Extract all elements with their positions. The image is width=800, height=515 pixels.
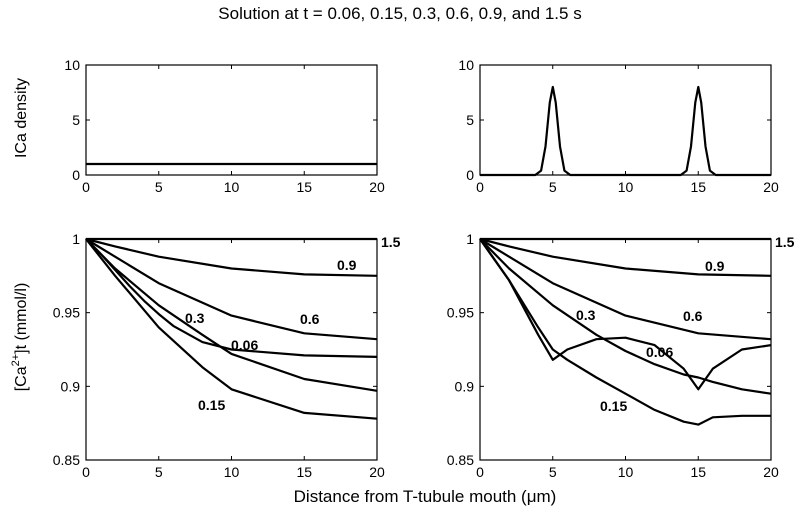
- y-tick-label: 0.85: [53, 452, 80, 468]
- x-tick-label: 0: [476, 179, 484, 195]
- axes-frame: [479, 64, 772, 176]
- curve-label: 0.06: [231, 337, 258, 353]
- curve-label: 1.5: [775, 234, 795, 250]
- y-tick-label: 0.9: [455, 378, 475, 394]
- series-line-0_6: [85, 238, 378, 341]
- curve-label: 0.06: [646, 344, 673, 360]
- x-tick-label: 5: [549, 179, 557, 195]
- x-tick-label: 5: [549, 464, 557, 480]
- panel-top-right: 0 5 10 15 20 0 5 10: [458, 57, 779, 195]
- x-tick-label: 20: [763, 464, 779, 480]
- series-line-0_15: [479, 238, 771, 426]
- curve-label: 0.3: [185, 310, 205, 326]
- x-tick-label: 20: [763, 179, 779, 195]
- x-tick-label: 15: [690, 179, 706, 195]
- series-line-0_06: [479, 238, 772, 391]
- y-tick-label: 0.85: [447, 452, 474, 468]
- y-tick-label: 0.9: [61, 378, 81, 394]
- series-line-0_9: [479, 237, 772, 277]
- x-tick-label: 5: [155, 464, 163, 480]
- figure-title: Solution at t = 0.06, 0.15, 0.3, 0.6, 0.…: [218, 4, 581, 23]
- y-tick-label: 0: [466, 167, 474, 183]
- series-line: [480, 85, 771, 177]
- curve-label: 0.6: [300, 311, 320, 327]
- panel-bottom-right: 0 5 10 15 20 0.85 0.9 0.95 1 1.5 0.9 0.6 0.3 0.06 0.15: [447, 231, 795, 480]
- curve-label: 0.3: [576, 307, 596, 323]
- x-tick-label: 20: [369, 464, 385, 480]
- y-tick-label: 10: [458, 57, 474, 73]
- curve-label: 0.15: [198, 397, 225, 413]
- panel-bottom-left: 0 5 10 15 20 0.85 0.9 0.95 1 1.5 0.9 0.6 0.3 0.06 0.15: [53, 231, 401, 480]
- x-tick-label: 10: [224, 464, 240, 480]
- y-tick-label: 10: [64, 57, 80, 73]
- x-tick-label: 0: [82, 464, 90, 480]
- x-tick-label: 0: [82, 179, 90, 195]
- series-line-0_9: [85, 237, 378, 277]
- x-tick-label: 10: [618, 464, 634, 480]
- series-line-0_15: [85, 238, 378, 420]
- curve-label: 0.9: [705, 258, 725, 274]
- panel-top-left: 0 5 10 15 20 0 5 10: [64, 57, 385, 195]
- curve-label: 0.6: [683, 308, 703, 324]
- y-tick-label: 1: [72, 231, 80, 247]
- curve-label: 1.5: [381, 234, 401, 250]
- top-y-axis-label: ICa density: [13, 78, 30, 158]
- y-tick-label: 5: [72, 112, 80, 128]
- bottom-y-axis-label: [Ca2+]t (mmol/l): [10, 283, 30, 392]
- x-tick-label: 5: [155, 179, 163, 195]
- y-tick-label: 1: [466, 231, 474, 247]
- x-tick-label: 15: [296, 179, 312, 195]
- axes-frame: [85, 64, 378, 176]
- y-tick-label: 5: [466, 112, 474, 128]
- y-tick-label: 0.95: [447, 305, 474, 321]
- curve-label: 0.15: [600, 398, 627, 414]
- x-tick-label: 10: [618, 179, 634, 195]
- curve-label: 0.9: [337, 257, 357, 273]
- x-tick-label: 15: [690, 464, 706, 480]
- x-tick-label: 15: [296, 464, 312, 480]
- series-line-0_6: [479, 238, 772, 341]
- y-tick-label: 0.95: [53, 305, 80, 321]
- x-tick-label: 0: [476, 464, 484, 480]
- x-tick-label: 20: [369, 179, 385, 195]
- x-axis-label: Distance from T-tubule mouth (μm): [294, 487, 557, 506]
- x-tick-label: 10: [224, 179, 240, 195]
- series-line-0_3: [479, 238, 772, 395]
- series-line-0_06: [85, 238, 378, 358]
- y-tick-label: 0: [72, 167, 80, 183]
- axes-frame: [479, 238, 772, 461]
